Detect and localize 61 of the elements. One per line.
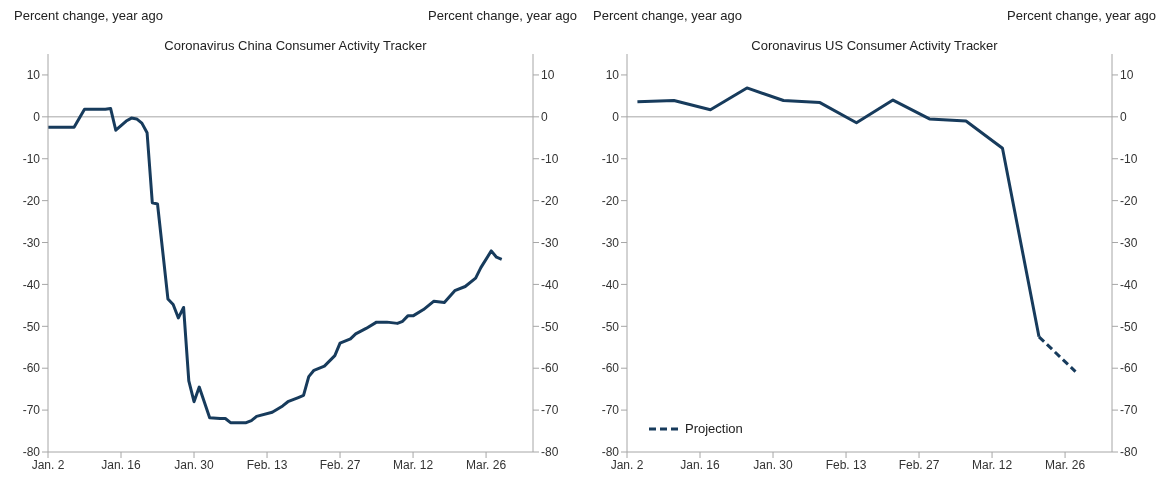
y-tick-label: -80: [22, 445, 41, 460]
y2-tick-label: -70: [1120, 403, 1138, 418]
y-tick-label: 0: [612, 110, 620, 125]
x-tick-label: Feb. 13: [246, 457, 288, 472]
y2-tick-label: -70: [541, 403, 559, 418]
x-tick-label: Mar. 26: [466, 457, 507, 472]
y2-tick-label: -40: [1120, 277, 1138, 292]
y-tick-label: 10: [26, 68, 41, 83]
y2-axis-title: Percent change, year ago: [1007, 8, 1156, 25]
x-tick-label: Mar. 26: [1045, 457, 1086, 472]
y2-tick-label: -50: [541, 319, 559, 334]
y2-axis-title: Percent change, year ago: [428, 8, 577, 25]
y-tick-label: -70: [601, 403, 620, 418]
y-axis-title: Percent change, year ago: [593, 8, 742, 25]
y-tick-label: -20: [601, 193, 620, 208]
y-tick-label: 0: [33, 110, 41, 125]
y-tick-label: -60: [22, 361, 41, 376]
y2-tick-label: 10: [541, 68, 555, 83]
x-tick-label: Feb. 27: [898, 457, 940, 472]
y2-tick-label: -80: [541, 445, 559, 460]
x-tick-label: Jan. 16: [101, 457, 142, 472]
y2-tick-label: -80: [1120, 445, 1138, 460]
y-tick-label: -50: [22, 319, 41, 334]
y2-tick-label: 10: [1120, 68, 1134, 83]
y-tick-label: -80: [601, 445, 620, 460]
y-tick-label: -10: [22, 152, 41, 166]
y-tick-label: -50: [601, 319, 620, 334]
y2-tick-label: -30: [541, 235, 559, 250]
y-tick-label: -40: [601, 277, 620, 292]
y-tick-label: -30: [22, 235, 41, 250]
y2-tick-label: -20: [1120, 193, 1138, 208]
x-tick-label: Jan. 2: [31, 457, 65, 472]
y-tick-label: -20: [22, 193, 41, 208]
chart-title: Coronavirus China Consumer Activity Tracker: [163, 38, 428, 53]
y2-tick-label: 0: [1120, 110, 1127, 125]
y2-tick-label: -50: [1120, 319, 1138, 334]
legend-label: Projection: [685, 421, 743, 436]
y-tick-label: -60: [601, 361, 620, 376]
y2-tick-label: 0: [541, 110, 548, 125]
y-tick-label: 10: [605, 68, 620, 83]
y-tick-label: -70: [22, 403, 41, 418]
y2-tick-label: -60: [1120, 361, 1138, 376]
chart-title: Coronavirus US Consumer Activity Tracker: [750, 38, 999, 53]
x-tick-label: Mar. 12: [393, 457, 434, 472]
x-tick-label: Jan. 2: [610, 457, 644, 472]
x-tick-label: Feb. 13: [825, 457, 867, 472]
y2-tick-label: -10: [1120, 152, 1138, 166]
y2-tick-label: -10: [541, 152, 559, 166]
x-tick-label: Jan. 30: [753, 457, 794, 472]
x-tick-label: Mar. 12: [972, 457, 1013, 472]
y-axis-title: Percent change, year ago: [14, 8, 163, 25]
y2-tick-label: -60: [541, 361, 559, 376]
x-tick-label: Jan. 30: [174, 457, 215, 472]
x-tick-label: Feb. 27: [319, 457, 361, 472]
y-tick-label: -30: [601, 235, 620, 250]
y2-tick-label: -30: [1120, 235, 1138, 250]
y-tick-label: -40: [22, 277, 41, 292]
x-tick-label: Jan. 16: [680, 457, 721, 472]
y2-tick-label: -40: [541, 277, 559, 292]
y2-tick-label: -20: [541, 193, 559, 208]
y-tick-label: -10: [601, 152, 620, 166]
